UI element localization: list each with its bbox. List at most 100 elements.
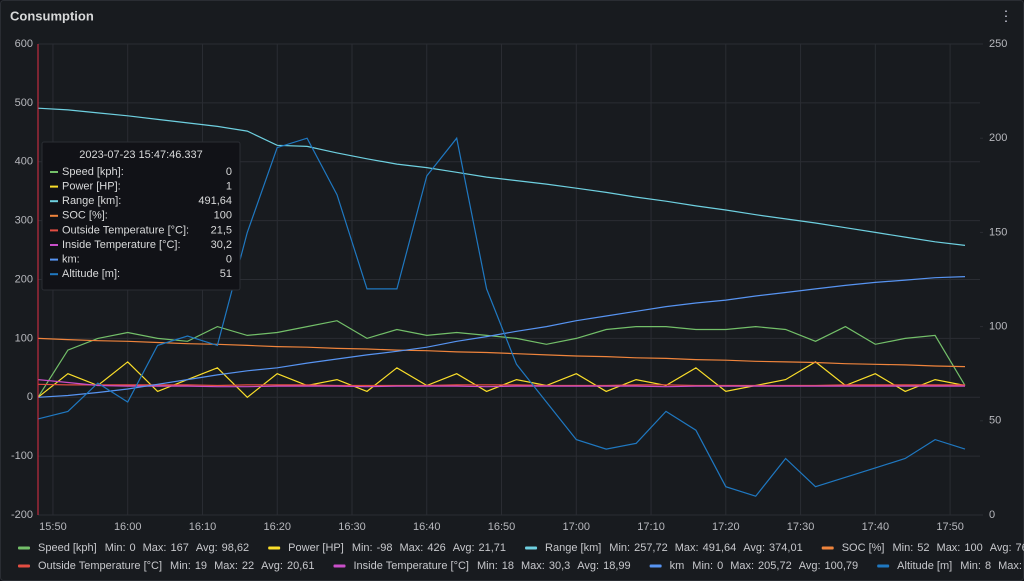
tooltip-swatch <box>50 200 58 203</box>
x-tick-label: 16:50 <box>488 521 516 533</box>
x-tick-label: 16:20 <box>263 521 291 533</box>
legend-stat-label: Avg: <box>990 542 1012 554</box>
legend-stat-label: Min: <box>352 542 373 554</box>
tooltip-swatch <box>50 214 58 217</box>
menu-icon[interactable]: ⋮ <box>999 8 1013 24</box>
legend-stat-value: 491,64 <box>703 542 737 554</box>
legend-swatch <box>821 546 834 550</box>
legend-stat-label: Max: <box>998 560 1022 572</box>
y-tick-label: 300 <box>15 215 33 227</box>
legend-stat-label: Min: <box>105 542 126 554</box>
legend-stat-value: 8 <box>985 560 991 572</box>
legend-stat-label: Max: <box>937 542 961 554</box>
legend-swatch <box>333 564 346 568</box>
x-tick-label: 16:10 <box>189 521 217 533</box>
legend-stat-label: Max: <box>675 542 699 554</box>
x-tick-label: 16:40 <box>413 521 441 533</box>
legend-stat-value: 76,11 <box>1016 542 1024 554</box>
y2-tick-label: 50 <box>989 415 1001 427</box>
tooltip-label: Inside Temperature [°C]: <box>62 239 181 251</box>
legend-stat-value: 0 <box>130 542 136 554</box>
legend-stat-label: Max: <box>730 560 754 572</box>
tooltip-value: 0 <box>226 254 232 266</box>
legend-stat-value: 22 <box>242 560 254 572</box>
x-tick-label: 17:50 <box>936 521 964 533</box>
legend-stat-value: -98 <box>377 542 393 554</box>
legend-stat-value: 18,99 <box>603 560 631 572</box>
legend-name: Power [HP] <box>288 542 344 554</box>
legend-stat-label: Min: <box>893 542 914 554</box>
y2-tick-label: 0 <box>989 509 995 521</box>
x-tick-label: 16:00 <box>114 521 142 533</box>
legend-stat-value: 30,3 <box>549 560 570 572</box>
series-line <box>37 107 966 246</box>
series-line <box>37 379 965 388</box>
legend-stat-value: 19 <box>195 560 207 572</box>
legend: Speed [kph] Min: 0 Max: 167 Avg: 98,62 Power [H… <box>18 542 1024 572</box>
legend-stat-label: Min: <box>477 560 498 572</box>
legend-stat-value: 167 <box>170 542 188 554</box>
y2-tick-label: 100 <box>989 321 1007 333</box>
legend-stat-value: 52 <box>917 542 929 554</box>
series-line <box>37 337 966 368</box>
tooltip: 2023-07-23 15:47:46.337 Speed [kph]: 0 Powe… <box>41 141 241 291</box>
legend-stat-label: Avg: <box>577 560 599 572</box>
x-tick-label: 17:20 <box>712 521 740 533</box>
y-tick-label: -100 <box>11 450 33 462</box>
legend-stat-label: Min: <box>960 560 981 572</box>
x-tick-label: 17:40 <box>862 521 890 533</box>
legend-swatch <box>877 564 890 568</box>
legend-stat-value: 426 <box>427 542 445 554</box>
tooltip-label: SOC [%]: <box>62 210 108 222</box>
x-tick-label: 17:10 <box>637 521 665 533</box>
legend-stat-label: Avg: <box>453 542 475 554</box>
legend-stat-value: 98,62 <box>222 542 250 554</box>
legend-name: Speed [kph] <box>38 542 97 554</box>
tooltip-swatch <box>50 244 58 246</box>
y-tick-label: 100 <box>15 332 33 344</box>
legend-stat-label: Max: <box>400 542 424 554</box>
y-tick-label: 200 <box>15 273 33 285</box>
x-tick-label: 17:30 <box>787 521 815 533</box>
legend-swatch <box>649 564 662 568</box>
legend-stat-value: 21,71 <box>479 542 507 554</box>
y-tick-label: 400 <box>15 156 33 168</box>
tooltip-swatch <box>50 229 58 232</box>
legend-stat-label: Max: <box>214 560 238 572</box>
legend-stat-value: 257,72 <box>634 542 668 554</box>
series-line <box>37 320 966 398</box>
y-tick-label: 0 <box>27 391 33 403</box>
legend-stat-label: Max: <box>521 560 545 572</box>
tooltip-swatch <box>50 258 58 261</box>
panel-title: Consumption <box>10 8 94 23</box>
legend-name: Outside Temperature [°C] <box>38 560 162 572</box>
legend-stat-value: 100,79 <box>825 560 859 572</box>
tooltip-label: Range [km]: <box>62 195 121 207</box>
series-line <box>37 276 966 398</box>
legend-name: Range [km] <box>545 542 601 554</box>
legend-stat-label: Avg: <box>196 542 218 554</box>
legend-stat-value: 205,72 <box>758 560 792 572</box>
legend-name: Altitude [m] <box>897 560 952 572</box>
tooltip-label: Outside Temperature [°C]: <box>62 224 189 236</box>
tooltip-label: Speed [kph]: <box>62 166 124 178</box>
y2-tick-label: 250 <box>989 38 1007 50</box>
tooltip-swatch <box>50 273 58 276</box>
tooltip-label: Altitude [m]: <box>62 268 120 280</box>
x-tick-label: 15:50 <box>39 521 67 533</box>
legend-stat-value: 100 <box>964 542 982 554</box>
legend-name: km <box>670 560 685 572</box>
tooltip-value: 51 <box>220 268 232 280</box>
tooltip-swatch <box>50 171 58 173</box>
tooltip-title: 2023-07-23 15:47:46.337 <box>79 149 203 161</box>
legend-swatch <box>18 564 30 568</box>
legend-stat-label: Min: <box>609 542 630 554</box>
series-line <box>37 136 966 497</box>
legend-stat-label: Avg: <box>743 542 765 554</box>
legend-stat-label: Min: <box>170 560 191 572</box>
tooltip-value: 100 <box>214 210 232 222</box>
tooltip-value: 21,5 <box>211 224 232 236</box>
legend-name: SOC [%] <box>842 542 885 554</box>
legend-stat-label: Avg: <box>261 560 283 572</box>
